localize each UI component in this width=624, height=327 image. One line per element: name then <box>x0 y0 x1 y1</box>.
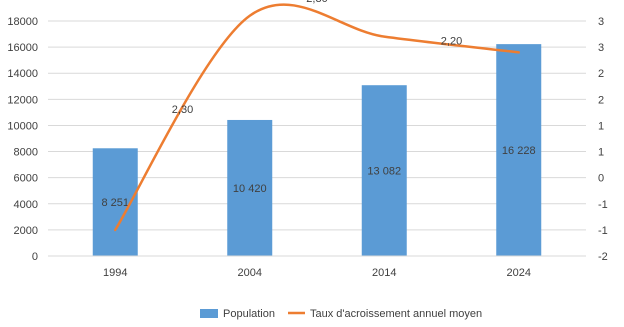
legend-label-growth-rate: Taux d'acroissement annuel moyen <box>310 308 482 320</box>
left-y-tick-label: 10000 <box>7 120 38 132</box>
left-y-tick-label: 0 <box>32 251 38 263</box>
x-tick-label: 1994 <box>103 267 127 279</box>
left-y-tick-label: 8000 <box>14 147 38 159</box>
right-y-tick-label: 1 <box>598 120 604 132</box>
right-y-tick-label: 3 <box>598 42 604 54</box>
left-y-tick-label: 18000 <box>7 16 38 28</box>
right-y-tick-label: 2 <box>598 68 604 80</box>
legend-label-population: Population <box>223 308 275 320</box>
bar <box>496 44 542 256</box>
right-y-tick-label: 1 <box>598 147 604 159</box>
x-tick-label: 2024 <box>507 267 531 279</box>
bar-value-label: 13 082 <box>367 166 401 178</box>
line-value-label: 2,30 <box>306 0 327 5</box>
x-tick-label: 2014 <box>372 267 396 279</box>
right-y-tick-label: -1 <box>598 199 608 211</box>
left-y-tick-label: 2000 <box>14 225 38 237</box>
line-value-label: 2,20 <box>441 36 462 48</box>
right-y-tick-label: 0 <box>598 173 604 185</box>
right-y-tick-label: 3 <box>598 16 604 28</box>
left-y-axis: 0 2000 4000 6000 8000 10000 12000 14000 16000 180… <box>7 16 38 263</box>
bar <box>361 85 407 257</box>
bar-value-label: 16 228 <box>502 145 536 157</box>
line-series <box>114 3 520 232</box>
legend-swatch-population <box>200 309 218 318</box>
bar-series <box>92 44 542 257</box>
left-y-tick-label: 14000 <box>7 68 38 80</box>
line-path <box>114 3 520 232</box>
left-y-tick-label: 4000 <box>14 199 38 211</box>
bar <box>227 119 273 256</box>
x-tick-label: 2004 <box>238 267 262 279</box>
right-y-tick-label: -1 <box>598 225 608 237</box>
legend: Population Taux d'acroissement annuel moy… <box>200 308 482 320</box>
x-axis: 1994 2004 2014 2024 <box>48 255 586 279</box>
bar-value-label: 8 251 <box>101 197 129 209</box>
line-value-label: 2,30 <box>172 104 193 116</box>
right-y-axis: -2 -1 -1 0 1 1 2 2 3 3 <box>598 16 608 263</box>
bar-value-label: 10 420 <box>233 183 267 195</box>
left-y-tick-label: 16000 <box>7 42 38 54</box>
line-value-labels: 2,30 2,30 2,20 <box>172 0 462 116</box>
left-y-tick-label: 6000 <box>14 173 38 185</box>
left-y-tick-label: 12000 <box>7 94 38 106</box>
bar-value-labels: 8 251 10 420 13 082 16 228 <box>101 145 535 209</box>
right-y-tick-label: 2 <box>598 94 604 106</box>
right-y-tick-label: -2 <box>598 251 608 263</box>
